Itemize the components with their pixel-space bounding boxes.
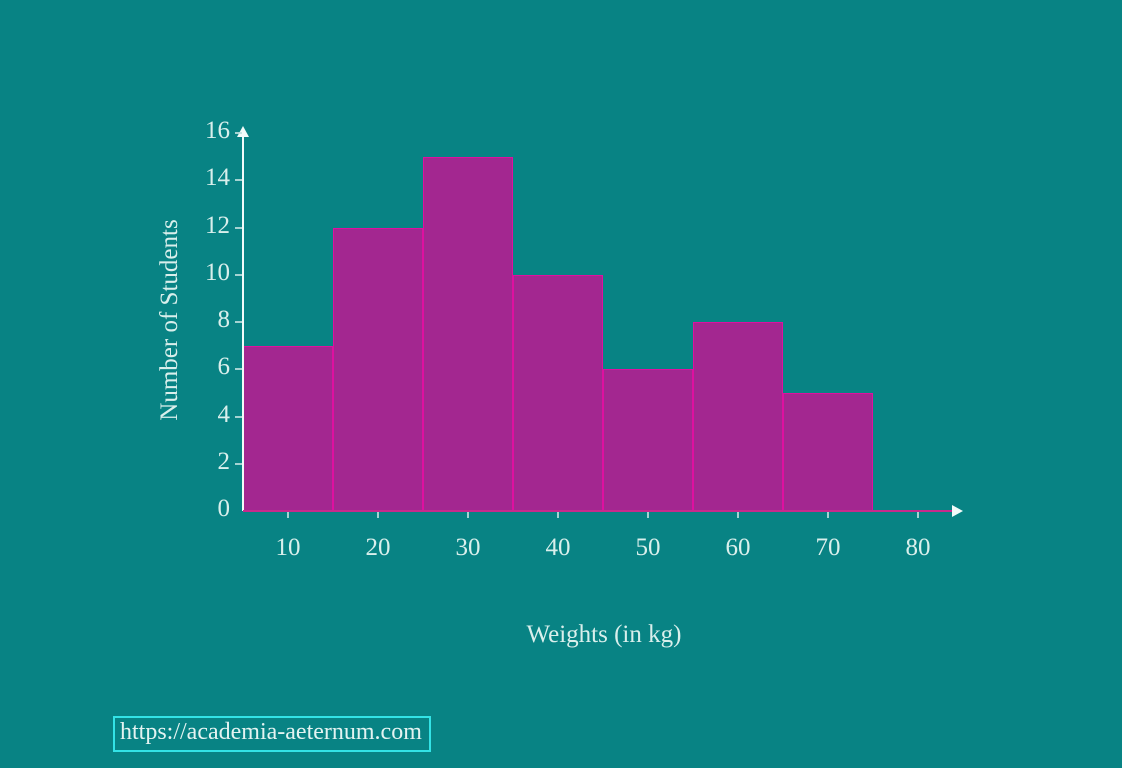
histogram-bar [513, 274, 603, 511]
x-tick-label: 40 [545, 534, 571, 561]
y-axis-line [242, 130, 244, 511]
x-axis-line [243, 510, 952, 512]
x-tick-mark [557, 512, 559, 518]
histogram-bar [783, 392, 873, 511]
x-tick-mark [287, 512, 289, 518]
y-tick-mark [235, 273, 242, 276]
x-tick-mark [737, 512, 739, 518]
histogram-bar [333, 227, 423, 511]
y-axis-arrow-icon [237, 126, 249, 137]
y-tick-label: 16 [205, 117, 230, 144]
x-tick-mark [827, 512, 829, 518]
y-tick-mark [235, 321, 242, 323]
x-tick-label: 10 [275, 534, 301, 561]
y-tick-label: 6 [217, 353, 231, 381]
histogram-bar [603, 369, 693, 511]
x-tick-label: 60 [725, 534, 751, 561]
x-tick-label: 20 [365, 534, 391, 561]
y-tick-mark [235, 226, 242, 229]
y-tick-mark [235, 132, 242, 134]
y-tick-label: 8 [217, 306, 231, 333]
watermark-url: https://academia-aeternum.com [113, 716, 431, 752]
x-tick-mark [647, 512, 649, 518]
y-tick-label: 10 [205, 258, 230, 286]
x-tick-mark [917, 512, 919, 518]
y-tick-mark [235, 179, 242, 182]
x-tick-label: 50 [635, 534, 661, 561]
y-tick-mark [235, 415, 242, 418]
x-tick-label: 30 [455, 534, 481, 561]
x-axis-title: Weights (in kg) [526, 621, 682, 648]
histogram-bar [243, 345, 333, 511]
y-axis-title: Number of Students [156, 219, 183, 421]
x-tick-mark [467, 512, 469, 518]
y-tick-label: 14 [205, 164, 230, 192]
y-tick-mark [235, 462, 242, 465]
x-tick-label: 70 [815, 534, 841, 561]
histogram-bar [423, 156, 513, 511]
x-axis-arrow-icon [952, 505, 963, 517]
y-tick-label: 2 [217, 447, 231, 475]
x-tick-mark [377, 512, 379, 518]
y-tick-label: 12 [205, 211, 230, 239]
y-tick-mark [235, 368, 242, 371]
histogram-bar [693, 322, 783, 511]
y-tick-label: 0 [217, 495, 231, 522]
y-tick-label: 4 [217, 400, 231, 428]
x-tick-label: 80 [905, 534, 931, 561]
